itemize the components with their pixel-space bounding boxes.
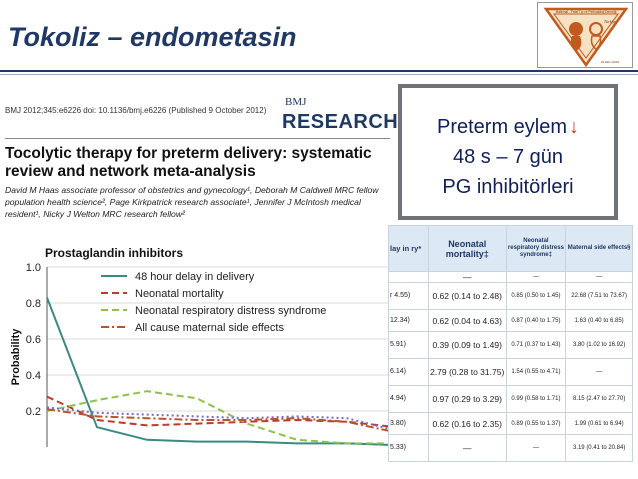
table-cell: 6.14) bbox=[388, 358, 429, 386]
table-cell: — bbox=[427, 434, 507, 462]
table-cell: 0.87 (0.40 to 1.75) bbox=[505, 309, 567, 332]
callout-line-2: 48 s – 7 gün bbox=[452, 146, 564, 168]
table-header-cell: lay in ry* bbox=[388, 225, 429, 272]
y-tick-label: 0.4 bbox=[26, 370, 41, 382]
logo-text: Maternal - Fetal Tıp ve Perinatoloji Der… bbox=[556, 10, 617, 14]
y-tick-label: 1.0 bbox=[26, 262, 41, 274]
table-row: 12.34) 0.62 (0.04 to 4.63) 0.87 (0.40 to… bbox=[388, 309, 633, 332]
table-cell: 0.99 (0.58 to 1.71) bbox=[505, 385, 567, 413]
table-cell: 1.63 (0.40 to 6.85) bbox=[565, 309, 633, 332]
table-cell: 5.91) bbox=[388, 331, 429, 359]
table-row: 5.33) — — 3.19 (0.41 to 20.84) bbox=[388, 434, 633, 462]
table-cell: 0.85 (0.50 to 1.45) bbox=[505, 282, 567, 310]
legend-label: 48 hour delay in delivery bbox=[135, 271, 255, 283]
table-cell: 22.68 (7.51 to 73.67) bbox=[565, 282, 633, 310]
table-cell: 0.89 (0.55 to 1.37) bbox=[505, 412, 567, 435]
legend-label: All cause maternal side effects bbox=[135, 322, 284, 334]
table-cell: — bbox=[565, 271, 633, 283]
table-cell: 0.62 (0.14 to 2.48) bbox=[427, 282, 507, 310]
logo-date: 22 Ekim 2016 bbox=[601, 60, 620, 64]
paper-scan: BMJ 2012;345:e6226 doi: 10.1136/bmj.e622… bbox=[5, 84, 425, 454]
society-logo: Maternal - Fetal Tıp ve Perinatoloji Der… bbox=[537, 2, 633, 68]
table-row: 4.94) 0.97 (0.29 to 3.29) 0.99 (0.58 to … bbox=[388, 385, 633, 413]
table-cell: 0.71 (0.37 to 1.43) bbox=[505, 331, 567, 359]
table-cell: 2.79 (0.28 to 31.75) bbox=[427, 358, 507, 386]
table-cell: 3.19 (0.41 to 20.84) bbox=[565, 434, 633, 462]
table-cell bbox=[388, 271, 429, 283]
table-subrow: — — — bbox=[388, 271, 633, 283]
table-cell: r 4.55) bbox=[388, 282, 429, 310]
table-cell: 1.54 (0.55 to 4.71) bbox=[505, 358, 567, 386]
table-header-cell: Neonatal mortality‡ bbox=[427, 225, 507, 272]
table-cell: 3.80) bbox=[388, 412, 429, 435]
table-cell: — bbox=[505, 271, 567, 283]
series-line bbox=[46, 408, 398, 434]
table-cell: 1.99 (0.61 to 6.94) bbox=[565, 412, 633, 435]
callout-box: Preterm eylem ↓ 48 s – 7 gün PG inhibitör… bbox=[398, 84, 618, 220]
callout-line-1: Preterm eylem ↓ bbox=[402, 116, 614, 139]
paper-authors: David M Haas associate professor of obst… bbox=[5, 185, 379, 219]
table-cell: 5.33) bbox=[388, 434, 429, 462]
table-cell: 0.62 (0.16 to 2.35) bbox=[427, 412, 507, 435]
y-tick-label: 0.6 bbox=[26, 334, 41, 346]
table-row: 3.80) 0.62 (0.16 to 2.35) 0.89 (0.55 to … bbox=[388, 412, 633, 435]
title-divider-thin bbox=[0, 74, 638, 75]
callout-text-preterm: Preterm eylem bbox=[436, 116, 568, 138]
table-header-cell: Maternal side effects§ bbox=[565, 225, 633, 272]
down-arrow-icon: ↓ bbox=[569, 116, 580, 138]
results-table-fragment: lay in ry* Neonatal mortality‡ Neonatal … bbox=[388, 225, 633, 462]
callout-line-3: PG inhibitörleri bbox=[442, 176, 574, 198]
table-cell: 12.34) bbox=[388, 309, 429, 332]
table-cell: 3.80 (1.02 to 16.92) bbox=[565, 331, 633, 359]
table-row: 6.14) 2.79 (0.28 to 31.75) 1.54 (0.55 to… bbox=[388, 358, 633, 386]
chart-title: Prostaglandin inhibitors bbox=[45, 246, 183, 260]
series-line bbox=[46, 406, 398, 432]
results-table: lay in ry* Neonatal mortality‡ Neonatal … bbox=[388, 225, 633, 462]
chart-svg: Prostaglandin inhibitors Probability 0.2 0.… bbox=[10, 246, 398, 447]
table-row: 5.91) 0.39 (0.09 to 1.49) 0.71 (0.37 to … bbox=[388, 331, 633, 359]
table-cell: 0.39 (0.09 to 1.49) bbox=[427, 331, 507, 359]
table-cell: 0.97 (0.29 to 3.29) bbox=[427, 385, 507, 413]
society-logo-graphic: Maternal - Fetal Tıp ve Perinatoloji Der… bbox=[543, 7, 629, 68]
table-cell: 0.62 (0.04 to 4.63) bbox=[427, 309, 507, 332]
table-cell: — bbox=[427, 271, 507, 283]
legend-label: Neonatal respiratory distress syndrome bbox=[135, 305, 326, 317]
probability-chart: Prostaglandin inhibitors Probability 0.2 0.… bbox=[5, 239, 425, 454]
slide-title: Tokoliz – endometasin bbox=[8, 22, 297, 52]
logo-country: Türkiye bbox=[604, 19, 616, 24]
title-divider bbox=[0, 70, 638, 72]
paper-citation: BMJ 2012;345:e6226 doi: 10.1136/bmj.e622… bbox=[5, 106, 267, 115]
table-cell: 8.15 (2.47 to 27.70) bbox=[565, 385, 633, 413]
y-tick-label: 0.2 bbox=[26, 406, 41, 418]
table-cell: 4.94) bbox=[388, 385, 429, 413]
table-row: r 4.55) 0.62 (0.14 to 2.48) 0.85 (0.50 t… bbox=[388, 282, 633, 310]
paper-title: Tocolytic therapy for preterm delivery: … bbox=[5, 145, 372, 180]
y-axis-label: Probability bbox=[10, 328, 22, 386]
series-line bbox=[46, 390, 397, 445]
y-tick-label: 0.8 bbox=[26, 298, 41, 310]
table-cell: — bbox=[565, 358, 633, 386]
paper-divider bbox=[5, 138, 390, 139]
table-cell: — bbox=[505, 434, 567, 462]
table-header-cell: Neonatal respiratory distress syndrome‡ bbox=[505, 225, 567, 272]
table-header-row: lay in ry* Neonatal mortality‡ Neonatal … bbox=[388, 225, 633, 272]
journal-name: BMJ bbox=[285, 96, 307, 108]
legend-label: Neonatal mortality bbox=[135, 288, 224, 300]
journal-section: RESEARCH bbox=[282, 111, 399, 133]
